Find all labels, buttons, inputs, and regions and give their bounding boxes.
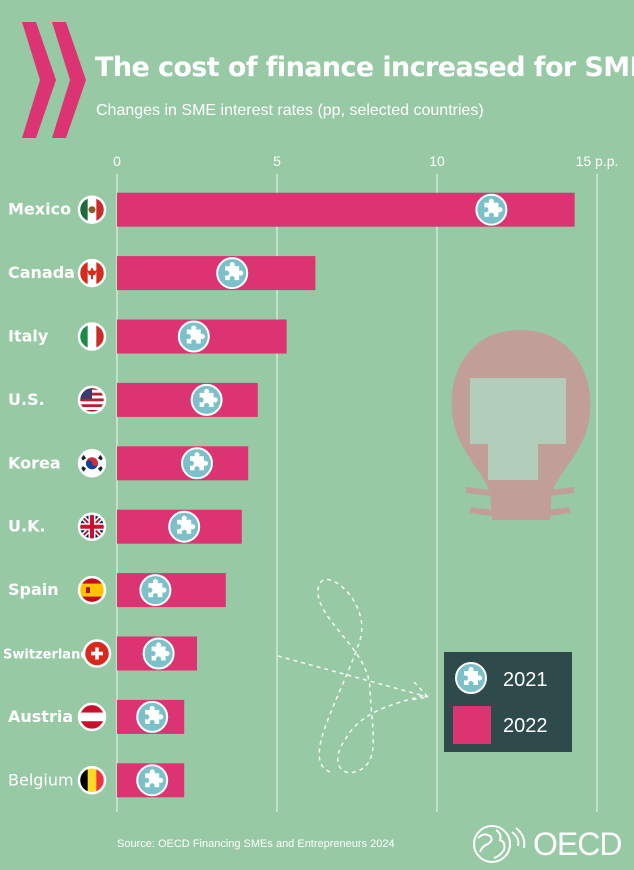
category-label: Canada (8, 263, 75, 282)
oecd-logo-text: OECD (533, 826, 622, 862)
marker-2021 (190, 383, 223, 416)
uk-flag-icon (77, 512, 107, 541)
x-tick-label: 0 (113, 153, 121, 169)
marker-2021 (216, 257, 249, 290)
canada-flag-icon (77, 258, 107, 288)
legend-swatch-2022 (453, 706, 491, 744)
austria-flag-icon (77, 702, 107, 732)
italy-flag-icon (77, 322, 107, 351)
x-tick-label: 5 (273, 153, 281, 169)
category-label: Korea (8, 453, 61, 472)
spain-flag-icon (77, 575, 107, 605)
belgium-flag-icon (77, 766, 107, 795)
oecd-chevrons-icon (22, 22, 86, 138)
marker-2021 (475, 193, 508, 226)
category-label: Switzerland (3, 648, 90, 663)
source-note: Source: OECD Financing SMEs and Entrepre… (117, 838, 395, 850)
mexico-flag-icon (77, 195, 107, 224)
category-label: Italy (8, 327, 49, 346)
chart-legend: 2021 2022 (444, 652, 572, 752)
marker-2021 (139, 574, 172, 607)
x-tick-label: 10 (429, 153, 445, 169)
chart-title: The cost of finance increased for SMEs (95, 52, 634, 83)
category-label: U.S. (8, 390, 45, 409)
oecd-globe-logo-icon (473, 825, 526, 863)
usa-flag-icon (77, 385, 107, 415)
legend-marker-2021 (455, 662, 487, 694)
category-label: Spain (8, 580, 59, 599)
marker-2021 (177, 320, 210, 353)
category-label: Austria (8, 707, 73, 726)
legend-label-2021: 2021 (503, 669, 548, 691)
marker-2021 (168, 510, 201, 543)
legend-label-2022: 2022 (503, 715, 548, 737)
switzerland-flag-icon (82, 639, 112, 668)
marker-2021 (181, 447, 213, 480)
korea-flag-icon (77, 449, 107, 478)
marker-2021 (136, 700, 169, 733)
marker-2021 (136, 764, 169, 797)
category-label: U.K. (8, 517, 46, 536)
chart-subtitle: Changes in SME interest rates (pp, selec… (96, 102, 484, 119)
x-tick-label: 15 p.p. (576, 153, 619, 169)
lightbulb-puzzle-decoration (277, 330, 591, 774)
bar-2022 (117, 382, 258, 417)
marker-2021 (142, 637, 175, 670)
category-label: Belgium (8, 770, 74, 789)
category-label: Mexico (8, 200, 71, 219)
